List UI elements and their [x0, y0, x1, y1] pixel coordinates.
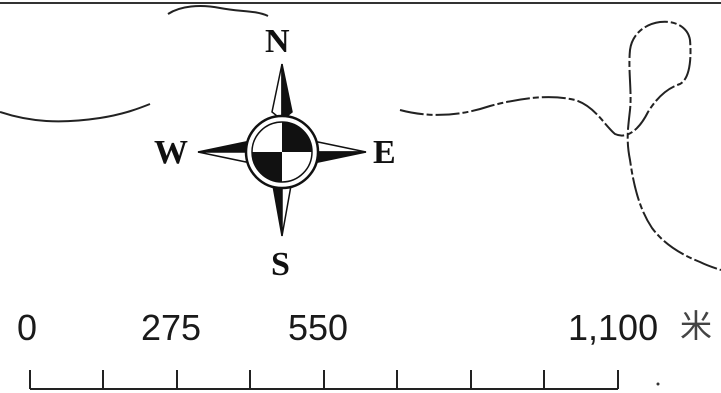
scale-label-1100: 1,100 — [568, 307, 659, 348]
boundary-line-top — [167, 5, 269, 17]
compass-east-label: E — [373, 134, 396, 171]
scale-label-275: 275 — [141, 307, 202, 348]
scale-unit-label: 米 — [680, 307, 713, 345]
compass-north-label: N — [265, 23, 290, 60]
scale-label-0: 0 — [17, 307, 38, 348]
boundary-line-left — [0, 103, 151, 123]
boundary-line-right — [399, 20, 721, 271]
scale-bar — [29, 370, 619, 390]
compass-south-label: S — [271, 246, 290, 283]
map-dot — [656, 382, 660, 386]
scale-label-550: 550 — [288, 307, 349, 348]
compass-west-label: W — [154, 134, 188, 171]
north-arrow-icon — [197, 63, 367, 237]
